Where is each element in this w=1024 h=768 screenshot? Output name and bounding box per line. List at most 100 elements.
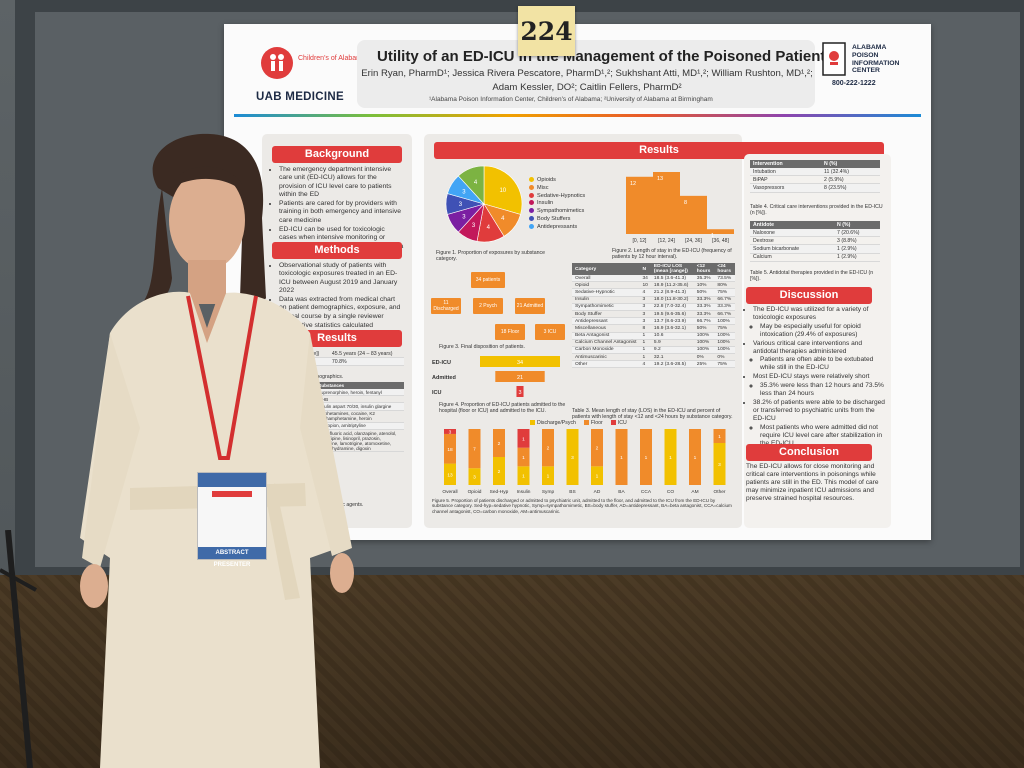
los-table-row: Miscellaneous 8 16.9 (3.6-32.1) 50% 75% — [572, 324, 735, 333]
table-cell: 8 (23.5%) — [821, 183, 880, 193]
stacked-category-label: AM — [691, 489, 698, 495]
stacked-category-label: AD — [594, 489, 601, 495]
discussion-subitem: Most patients who were admitted did not … — [760, 424, 886, 448]
table-cell: Antimuscarinic — [572, 353, 640, 362]
table-cell: 10% — [693, 281, 715, 290]
childrens-logo-icon — [261, 47, 293, 79]
stacked-segment — [615, 429, 628, 485]
pie-legend-item: Body Stuffers — [529, 216, 585, 224]
funnel-bar — [480, 356, 560, 367]
funnel-bar-label: 21 — [517, 375, 523, 381]
stacked-segment-label: 1 — [596, 474, 599, 480]
conclusion-text: The ED-ICU allows for close monitoring a… — [746, 463, 879, 502]
table-cell: 18.9 (11.2-35.6) — [650, 281, 694, 290]
los-table-row: Antidepressant 3 13.7 (8.6-23.9) 66.7% 100% — [572, 317, 735, 326]
stacked-segment — [566, 429, 579, 485]
stacked-segment — [591, 466, 603, 485]
table-cell: 100% — [714, 332, 735, 340]
methods-text: Observational study of patients with tox… — [272, 262, 404, 331]
table-header: ED-ICU LOS (mean [range]) — [650, 263, 694, 275]
stacked-segment-label: 1 — [645, 455, 648, 461]
los-table-row: Beta Antagonist 1 10.6 100% 100% — [572, 332, 735, 340]
stacked-segment-label: 3 — [449, 429, 452, 435]
table-header: N — [639, 263, 651, 275]
poison-center-logo-icon — [822, 42, 846, 76]
table-cell: hydrofluoric acid, olanzapine, atenolol,… — [315, 429, 404, 453]
table-cell: 75% — [714, 324, 735, 333]
discussion-text: The ED-ICU was utilized for a variety of… — [746, 306, 886, 448]
flow-discharged: 11 Discharged — [431, 298, 461, 314]
table-cell: buprenorphine, heroin, fentanyl — [315, 389, 404, 397]
pie-legend-item: Sympathomimetics — [529, 208, 585, 216]
table-cell: 5.9 — [650, 339, 694, 347]
los-table: Category N ED-ICU LOS (mean [range]) <12 ho… — [572, 263, 735, 369]
legend-swatch — [529, 200, 534, 206]
title-bar — [357, 40, 815, 108]
table-cell: Opioid — [572, 281, 640, 290]
table-cell: 1 — [639, 346, 651, 355]
table-cell: 1 — [639, 353, 651, 362]
stacked-segment-label: 2 — [547, 446, 550, 452]
stacked-segment — [517, 429, 530, 448]
flow-floor: 18 Floor — [495, 324, 525, 340]
pie-legend: Opioids Misc Sedative-Hypnotics Insulin Symp… — [529, 177, 585, 232]
funnel-bar — [495, 371, 545, 382]
table-cell: 73.5% — [714, 275, 735, 283]
methods-heading: Methods — [272, 242, 402, 259]
legend-swatch — [529, 208, 534, 214]
stacked-segment-label: 1 — [694, 455, 697, 461]
table-cell: Sodium bicarbonate — [750, 244, 835, 254]
pie-slice-label: 3 — [459, 202, 463, 208]
stacked-segment-label: 2 — [498, 441, 501, 447]
stacked-legend-item: Discharge/Psych — [530, 420, 576, 426]
stacked-legend-item: Floor — [583, 420, 603, 426]
table-cell: Intubation — [750, 168, 822, 177]
table-header: <12 hours — [693, 263, 715, 275]
legend-swatch — [529, 184, 534, 190]
stacked-segment — [713, 443, 726, 485]
research-poster: Children's of Alabama UAB MEDICINE Utili… — [224, 24, 931, 540]
los-caption: Table 3. Mean length of stay (LOS) in th… — [572, 408, 733, 420]
table-cell: bupropion, amitriptyline — [315, 422, 404, 430]
pie-legend-item: Insulin — [529, 200, 585, 208]
table-cell: 100% — [693, 332, 715, 340]
table-cell: 4 — [639, 288, 651, 297]
poison-logo-phone: 800-222-1222 — [832, 80, 876, 87]
table-cell: 4 — [639, 360, 651, 369]
funnel-category-label: ICU — [432, 390, 442, 396]
stacked-segment — [493, 457, 505, 485]
pie-slice — [457, 165, 485, 205]
table-cell: 32.1 — [650, 353, 694, 362]
table-cell: 3 — [639, 303, 651, 311]
stacked-category-label: Sed-Hyp — [490, 489, 509, 495]
los-table-row: Overall 34 18.5 (3.6-41.3) 35.3% 73.5% — [572, 275, 735, 283]
table-header: N (%) — [834, 221, 880, 229]
histogram-tick-label: [12, 24] — [658, 238, 675, 244]
table-header: Substances — [315, 382, 404, 389]
antidotes-caption: Table 5. Antidotal therapies provided in… — [750, 270, 874, 282]
table-cell: 70.8% — [328, 357, 404, 367]
stacked-segment — [542, 466, 554, 485]
pie-slice-label: 3 — [462, 214, 466, 220]
funnel-bar-label: 3 — [518, 390, 521, 396]
stacked-segment-label: 1 — [620, 455, 623, 461]
stacked-category-label: CO — [667, 489, 674, 495]
antidote-row: Calcium 1 (2.9%) — [750, 253, 880, 262]
table-cell: 66.7% — [714, 296, 735, 304]
pie-slice-label: 4 — [487, 225, 491, 231]
stacked-segment — [444, 463, 456, 485]
table-cell: 10 — [639, 281, 651, 290]
flow-admitted: 21 Admitted — [515, 298, 545, 314]
flow-icu: 3 ICU — [535, 324, 565, 340]
badge-label: ABSTRACT PRESENTER — [198, 547, 266, 568]
stacked-segment-label: 2 — [596, 446, 599, 452]
table-cell: 10.6 — [650, 332, 694, 340]
table-cell: 80% — [714, 281, 735, 290]
table-cell: 66.7% — [693, 317, 715, 326]
discussion-subitem: 35.3% were less than 12 hours and 73.5% … — [760, 382, 886, 398]
methods-item: Descriptive statistics calculated — [279, 322, 404, 330]
intervention-row: BiPAP 2 (5.9%) — [750, 175, 880, 185]
legend-swatch — [529, 223, 534, 229]
background-item: The emergency department intensive care … — [279, 166, 404, 199]
antidote-row: Sodium bicarbonate 1 (2.9%) — [750, 244, 880, 254]
